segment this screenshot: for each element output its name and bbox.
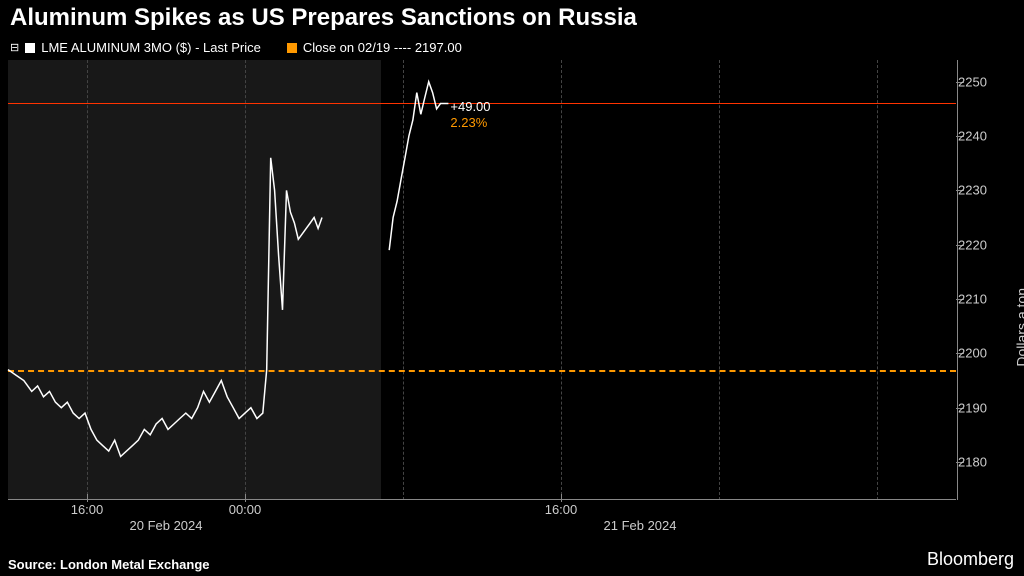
chart-plot-area: +49.00 2.23% 16:0000:0016:00	[8, 60, 956, 500]
candle-icon: ⊟	[10, 41, 19, 54]
y-axis	[957, 60, 958, 500]
y-axis-label: Dollars a ton	[1014, 288, 1024, 367]
close-swatch	[287, 43, 297, 53]
y-tick-label: 2200	[958, 346, 987, 361]
x-tick	[87, 494, 88, 502]
series-label: LME ALUMINUM 3MO ($) - Last Price	[41, 40, 261, 55]
price-change-annotation: +49.00 2.23%	[450, 99, 490, 130]
x-date-label: 21 Feb 2024	[603, 518, 676, 533]
x-date-label: 20 Feb 2024	[129, 518, 202, 533]
y-tick-label: 2230	[958, 183, 987, 198]
delta-value: +49.00	[450, 99, 490, 115]
source-text: Source: London Metal Exchange	[8, 557, 210, 572]
brand-logo: Bloomberg	[927, 549, 1014, 570]
x-tick	[561, 494, 562, 502]
x-tick-label: 00:00	[229, 502, 262, 517]
y-tick-label: 2210	[958, 292, 987, 307]
pct-value: 2.23%	[450, 115, 490, 131]
y-tick-label: 2240	[958, 129, 987, 144]
y-tick-label: 2180	[958, 454, 987, 469]
x-tick	[245, 494, 246, 502]
y-tick-label: 2190	[958, 400, 987, 415]
x-tick-label: 16:00	[545, 502, 578, 517]
series-swatch	[25, 43, 35, 53]
y-tick-label: 2220	[958, 237, 987, 252]
price-series	[389, 82, 448, 250]
x-tick-label: 16:00	[71, 502, 104, 517]
price-series	[8, 158, 322, 457]
chart-title: Aluminum Spikes as US Prepares Sanctions…	[10, 4, 637, 32]
close-label: Close on 02/19 ---- 2197.00	[303, 40, 462, 55]
y-tick-label: 2250	[958, 74, 987, 89]
legend: ⊟ LME ALUMINUM 3MO ($) - Last Price Clos…	[10, 40, 462, 55]
